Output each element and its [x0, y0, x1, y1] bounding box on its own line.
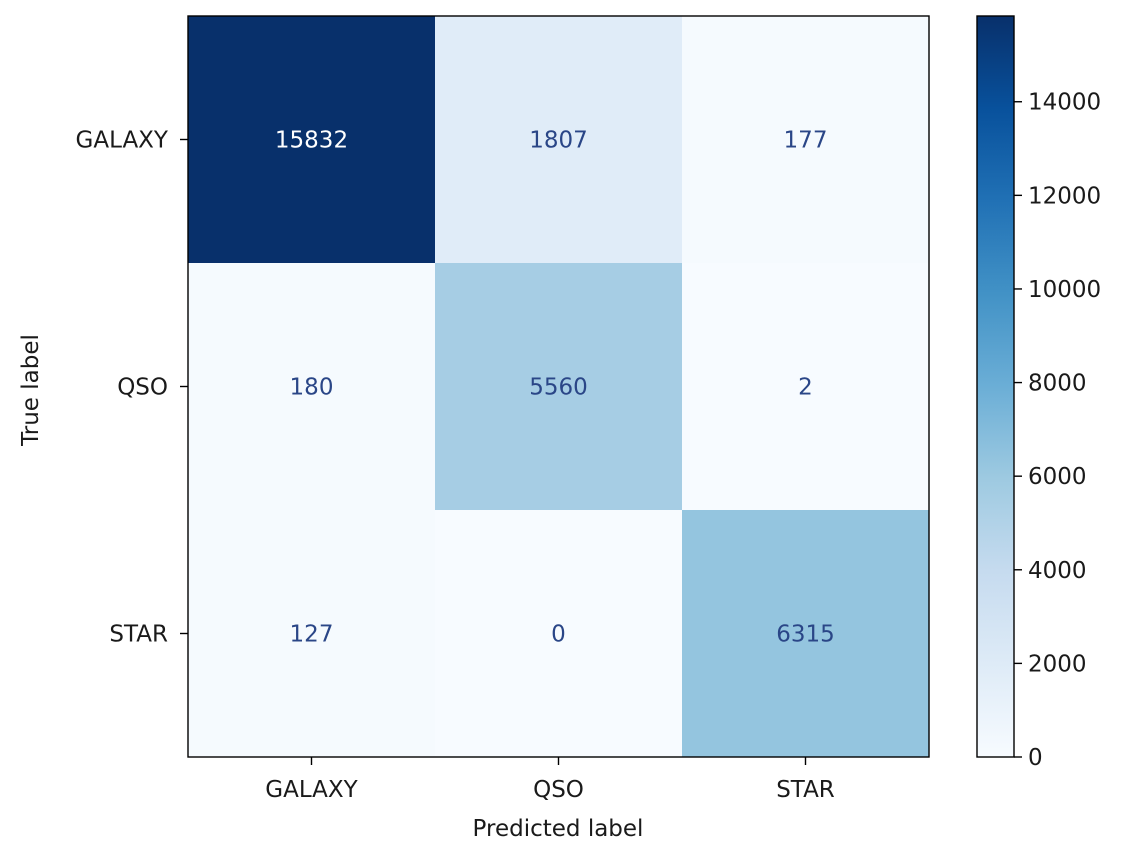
colorbar-tick-label: 2000 [1028, 651, 1087, 677]
colorbar-tick-label: 8000 [1028, 371, 1087, 397]
x-axis-ticks: GALAXY QSO STAR [265, 757, 835, 803]
heatmap-cell [188, 510, 436, 758]
colorbar-tick-label: 12000 [1028, 183, 1101, 209]
y-tick-label: STAR [109, 622, 168, 648]
cell-value-label: 0 [551, 622, 566, 648]
x-axis-label: Predicted label [473, 816, 644, 842]
cell-value-label: 127 [290, 622, 334, 648]
heatmap-cell [435, 16, 683, 264]
x-tick-label: STAR [776, 777, 835, 803]
heatmap-cell [188, 263, 436, 511]
cell-value-label: 180 [290, 375, 334, 401]
y-axis-ticks: GALAXY QSO STAR [76, 128, 188, 648]
y-tick-label: GALAXY [76, 128, 169, 154]
cell-value-label: 6315 [776, 622, 835, 648]
cell-value-label: 1807 [529, 128, 588, 154]
cell-value-labels: 15832 1807 177 180 5560 2 127 0 6315 [275, 128, 835, 648]
colorbar-tick-label: 4000 [1028, 558, 1087, 584]
colorbar-tick-label: 14000 [1028, 90, 1101, 116]
heatmap-cell [435, 263, 683, 511]
heatmap-cell [682, 16, 930, 264]
colorbar-tick-label: 10000 [1028, 277, 1101, 303]
heatmap-cell [682, 263, 930, 511]
heatmap-cell [682, 510, 930, 758]
colorbar-tick-label: 0 [1028, 745, 1043, 771]
cell-value-label: 2 [798, 375, 813, 401]
cell-value-label: 177 [784, 128, 828, 154]
heatmap-cell [188, 16, 436, 264]
heatmap-cells [188, 16, 930, 758]
cell-value-label: 5560 [529, 375, 588, 401]
heatmap-cell [435, 510, 683, 758]
colorbar-ticks: 0 2000 4000 6000 8000 10000 12000 14000 [1014, 90, 1101, 771]
x-tick-label: QSO [533, 777, 584, 803]
colorbar [976, 15, 1015, 758]
cell-value-label: 15832 [275, 128, 348, 154]
colorbar-tick-label: 6000 [1028, 464, 1087, 490]
y-axis-label: True label [18, 334, 44, 447]
x-tick-label: GALAXY [265, 777, 358, 803]
y-tick-label: QSO [117, 375, 168, 401]
